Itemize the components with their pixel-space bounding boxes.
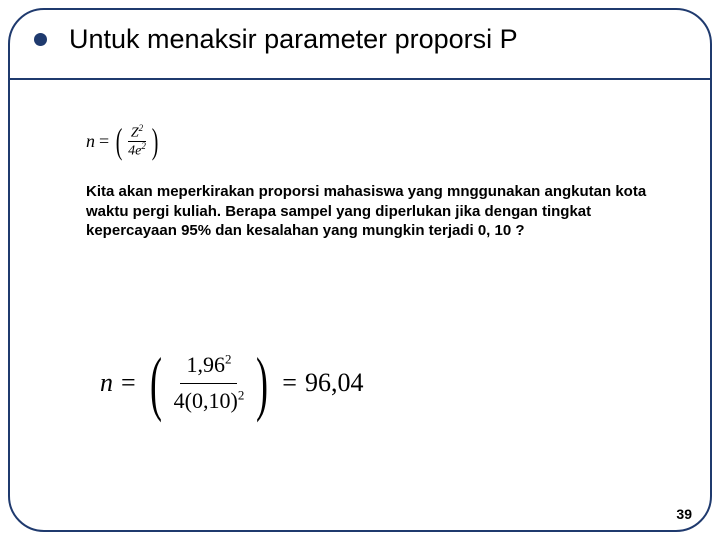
numerator: 1,962	[180, 350, 237, 384]
slide-border	[8, 8, 712, 532]
left-paren: (	[116, 127, 123, 156]
denominator: 4e2	[125, 142, 149, 159]
formula-computed: n = ( 1,962 4(0,10)2 ) = 96,04	[100, 350, 363, 417]
fraction: Z2 4e2	[125, 124, 149, 159]
equals-sign: =	[282, 368, 297, 398]
formula-lhs: n	[100, 368, 113, 398]
formula-result: 96,04	[305, 368, 364, 398]
denominator: 4(0,10)2	[168, 384, 251, 417]
left-paren: (	[150, 355, 162, 413]
fraction: 1,962 4(0,10)2	[168, 350, 251, 417]
paren-group: ( 1,962 4(0,10)2 )	[144, 350, 275, 417]
equals-sign: =	[99, 131, 109, 152]
formula-lhs: n	[86, 131, 95, 152]
right-paren: )	[256, 355, 268, 413]
body-paragraph: Kita akan meperkirakan proporsi mahasisw…	[86, 182, 660, 241]
page-number: 39	[676, 506, 692, 522]
bullet-icon	[34, 33, 47, 46]
equals-sign: =	[121, 368, 136, 398]
numerator: Z2	[128, 124, 146, 142]
formula-general: n = ( Z2 4e2 )	[86, 124, 161, 159]
slide-title: Untuk menaksir parameter proporsi P	[69, 24, 518, 55]
paren-group: ( Z2 4e2 )	[113, 124, 161, 159]
header-divider	[10, 78, 710, 80]
title-row: Untuk menaksir parameter proporsi P	[34, 24, 686, 55]
right-paren: )	[152, 127, 159, 156]
